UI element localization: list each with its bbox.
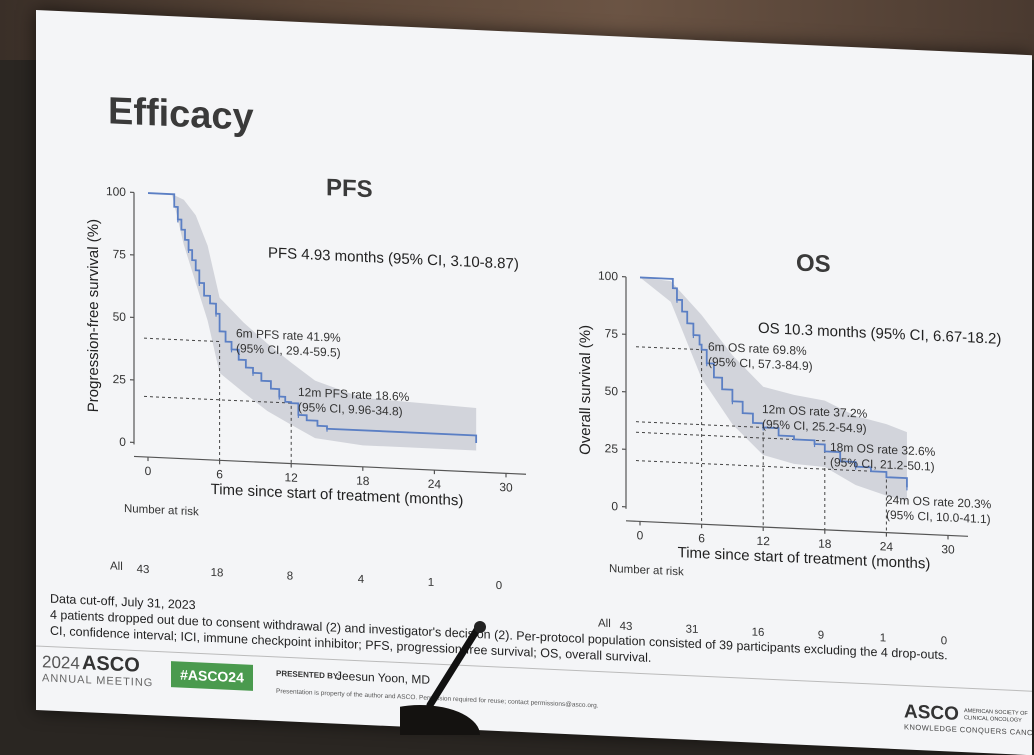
pfs-chart-title: PFS [326, 174, 373, 203]
pfs-chart: PFS PFS 4.93 months (95% CI, 3.10-8.87) 0 2… [85, 163, 526, 593]
pfs-x-tick-label: 0 [145, 464, 152, 478]
pfs-risk-count: 4 [358, 574, 365, 586]
presented-by-label: PRESENTED BY: [276, 669, 340, 681]
os-guide-line [636, 347, 702, 525]
pfs-x-tick-label: 12 [285, 470, 299, 485]
os-x-tick-label: 6 [698, 531, 705, 545]
pfs-risk-group: All [110, 560, 123, 573]
os-risk-count: 16 [752, 627, 765, 640]
slide-canvas: Efficacy PFS PFS 4.93 months (95% CI, 3.1… [36, 10, 1032, 755]
os-risk-count: 43 [620, 621, 633, 634]
os-risk-group: All [598, 618, 611, 631]
os-y-tick-label: 75 [605, 326, 619, 341]
pfs-y-tick-label: 100 [106, 184, 126, 199]
asco-logo: ASCO [904, 701, 959, 724]
os-x-tick-label: 24 [880, 539, 894, 554]
pfs-risk-count: 43 [137, 564, 150, 577]
pfs-y-tick-label: 0 [119, 435, 126, 449]
pfs-y-tick-label: 75 [113, 247, 127, 262]
os-risk-label: Number at risk [609, 563, 684, 578]
pfs-x-axis-label: Time since start of treatment (months) [211, 481, 464, 509]
os-y-tick-label: 50 [605, 384, 619, 399]
os-x-tick-label: 30 [941, 542, 955, 557]
pfs-y-axis-label: Progression-free survival (%) [85, 219, 102, 413]
pfs-risk-label: Number at risk [124, 503, 199, 518]
os-risk-count: 31 [686, 624, 699, 637]
hashtag-text: #ASCO24 [180, 667, 244, 686]
os-x-tick-label: 0 [637, 528, 644, 542]
os-risk-count: 1 [880, 632, 886, 644]
os-y-tick-label: 25 [605, 441, 619, 456]
pfs-x-tick-label: 6 [216, 467, 223, 481]
pfs-risk-count: 18 [211, 567, 224, 580]
os-x-tick-label: 12 [757, 534, 771, 549]
os-x-tick-label: 18 [818, 537, 832, 552]
presentation-slide: Efficacy PFS PFS 4.93 months (95% CI, 3.1… [36, 10, 1032, 755]
laser-pointer [400, 615, 520, 735]
pfs-y-tick-label: 50 [113, 309, 127, 324]
pfs-x-tick-label: 18 [356, 474, 370, 489]
meeting-brand: ASCO [82, 652, 140, 677]
os-y-tick-label: 100 [598, 269, 618, 284]
slide-title: Efficacy [108, 90, 254, 139]
asco-full-line2: CLINICAL ONCOLOGY [964, 715, 1022, 724]
pfs-risk-count: 0 [496, 580, 502, 592]
pfs-guide-line [144, 338, 220, 460]
os-y-tick-label: 0 [611, 499, 618, 513]
os-risk-count: 0 [941, 635, 947, 647]
pfs-y-tick-label: 25 [113, 372, 127, 387]
pfs-risk-count: 1 [428, 577, 434, 589]
pfs-summary: PFS 4.93 months (95% CI, 3.10-8.87) [268, 245, 519, 273]
os-risk-count: 9 [818, 630, 824, 642]
os-y-axis-label: Overall survival (%) [577, 325, 594, 456]
pfs-x-tick-label: 30 [499, 480, 513, 495]
pfs-risk-count: 8 [287, 570, 293, 582]
pfs-x-tick-label: 24 [428, 477, 442, 492]
meeting-year: 2024 [42, 652, 80, 673]
pfs-x-axis [134, 456, 526, 474]
os-x-axis [626, 521, 968, 537]
asco-tagline: KNOWLEDGE CONQUERS CANCER [904, 722, 1032, 737]
os-chart-title: OS [796, 250, 831, 279]
